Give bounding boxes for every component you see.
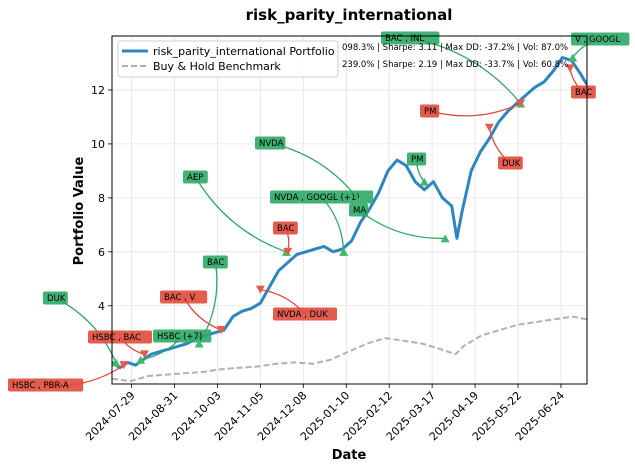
annotation-label: HSBC (+7)	[157, 332, 202, 342]
annotation-label-box	[273, 221, 298, 235]
annotation-label-box	[160, 290, 208, 304]
annotation-label-box	[420, 104, 440, 118]
annotation-label: DUK	[47, 294, 66, 304]
legend-entry: risk_parity_international Portfolio	[153, 45, 335, 58]
buy-marker	[339, 247, 349, 256]
y-axis-label: Portfolio Value	[72, 156, 87, 265]
legend: risk_parity_international Portfolio 098.3…	[117, 40, 568, 78]
annotation-label: PM	[411, 155, 423, 165]
annotation-label-box	[270, 190, 374, 204]
annotation-label-box	[153, 329, 212, 343]
y-tick-label: 10	[91, 138, 105, 151]
sell-marker	[216, 326, 226, 335]
annotation-label-box	[407, 152, 427, 166]
buy-marker	[111, 358, 121, 367]
annotation-label-box	[8, 378, 84, 392]
annotation-label: DUK	[502, 159, 521, 169]
annotation-label: NVDA , GOOGL (+1)	[274, 193, 360, 203]
annotation-label-box	[183, 170, 208, 184]
annotation-label: V , GOOGL	[575, 35, 620, 45]
annotation-label: NVDA	[259, 139, 284, 149]
buy-marker	[136, 355, 146, 364]
buy-marker	[440, 234, 450, 243]
y-tick-label: 12	[91, 84, 105, 97]
y-tick-label: 8	[98, 192, 105, 205]
x-axis-label: Date	[332, 448, 367, 463]
sell-marker	[484, 123, 494, 132]
annotation-arrow	[198, 261, 218, 344]
y-tick-label: 4	[98, 300, 105, 313]
annotation-label-box	[255, 136, 286, 150]
annotation-label-box	[498, 156, 523, 170]
annotation-label: AEP	[187, 173, 203, 183]
annotation-label-box	[349, 203, 369, 217]
buy-marker	[419, 177, 429, 186]
buy-marker	[568, 53, 578, 62]
buy-marker	[354, 196, 364, 205]
annotation-label: HSBC , PBR-A	[12, 381, 69, 391]
annotation-label-box	[88, 330, 152, 344]
chart-title: risk_parity_international	[246, 6, 453, 24]
annotations: HSBC , PBR-A DUK HSBC , BAC HSBC (+7) BAC , …	[8, 31, 630, 392]
benchmark-line	[112, 315, 587, 383]
buy-marker	[194, 339, 204, 348]
legend-entry: Buy & Hold Benchmark	[153, 60, 281, 73]
annotation-label: PM	[424, 107, 436, 117]
sell-marker	[565, 64, 575, 73]
annotation-label: BAC , INL	[385, 34, 424, 44]
sell-marker	[516, 99, 526, 108]
annotation-label: BAC	[277, 224, 294, 234]
annotation-label: MA	[353, 206, 366, 216]
plot-frame	[111, 35, 588, 385]
sell-marker	[119, 361, 129, 370]
sell-marker	[283, 247, 293, 256]
annotation-label-box	[381, 31, 440, 45]
sell-marker	[255, 285, 265, 294]
series-layer	[112, 56, 587, 383]
series-stats: 239.0% | Sharpe: 2.19 | Max DD: -33.7% |…	[342, 60, 568, 70]
annotation-label: BAC	[207, 258, 224, 268]
sell-marker	[140, 350, 150, 359]
annotation-arrow	[194, 176, 287, 253]
annotation-label-box	[203, 255, 228, 269]
annotation-label-box	[43, 291, 68, 305]
portfolio-line	[112, 56, 587, 370]
y-tick-label: 6	[98, 246, 105, 259]
annotation-label: BAC , V	[164, 293, 196, 303]
annotation-label: NVDA , DUK	[277, 310, 328, 320]
legend-box	[117, 40, 339, 78]
annotation-label: HSBC , BAC	[92, 333, 141, 343]
series-stats: 098.3% | Sharpe: 3.11 | Max DD: -37.2% |…	[342, 43, 568, 53]
annotation-label-box	[273, 307, 337, 321]
annotation-label-box	[571, 85, 596, 99]
annotation-label: BAC	[575, 88, 592, 98]
